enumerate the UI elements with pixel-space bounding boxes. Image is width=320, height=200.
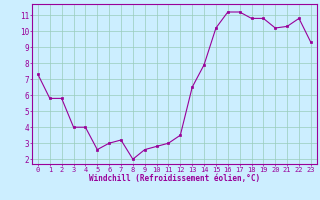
X-axis label: Windchill (Refroidissement éolien,°C): Windchill (Refroidissement éolien,°C) xyxy=(89,174,260,183)
